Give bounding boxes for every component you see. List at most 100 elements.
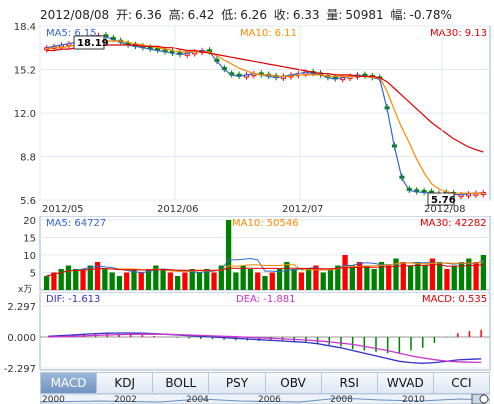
volume-value: 50981 bbox=[345, 8, 384, 22]
change-label: 幅: bbox=[390, 8, 407, 22]
volume-bar bbox=[407, 265, 414, 290]
price-moving-averages bbox=[46, 34, 484, 196]
tab-kdj[interactable]: KDJ bbox=[97, 373, 154, 393]
quote-info-line: 2012/08/08 开: 6.36 高: 6.42 低: 6.26 收: 6.33 量… bbox=[40, 6, 455, 23]
price-grid bbox=[40, 25, 490, 201]
price-ma10-label: MA10: 6.11 bbox=[240, 28, 297, 39]
volume-bar bbox=[342, 255, 348, 290]
volume-bar bbox=[153, 265, 159, 290]
price-max-marker: 18.19 bbox=[73, 35, 109, 50]
macd-panel[interactable]: 2.297 0.000 -2.297 DIF: -1.613 DEA: -1.881… bbox=[0, 292, 494, 372]
volume-bar bbox=[44, 276, 50, 290]
volume-bar bbox=[65, 265, 72, 290]
volume-bar bbox=[429, 258, 436, 290]
volume-bar bbox=[167, 272, 174, 290]
volume-bar bbox=[335, 265, 341, 290]
price-x-labels: 2012/05 2012/06 2012/07 2012/08 bbox=[39, 26, 466, 215]
volume-bar bbox=[204, 269, 210, 290]
volume-bar bbox=[73, 269, 79, 290]
quote-date: 2012/08/08 bbox=[40, 8, 110, 22]
low-label: 低: bbox=[221, 8, 238, 22]
volume-bar bbox=[422, 265, 428, 290]
volume-bar bbox=[116, 276, 123, 290]
price-x-tick-label: 2012/08 bbox=[424, 204, 466, 215]
price-y-ticks: 18.4 15.2 12.0 8.8 5.6 bbox=[14, 22, 36, 207]
volume-bar bbox=[458, 262, 465, 290]
volume-bar bbox=[189, 269, 195, 290]
volume-bar bbox=[415, 262, 421, 290]
volume-bar bbox=[386, 265, 392, 290]
volume-bar bbox=[255, 272, 261, 290]
price-max-box bbox=[73, 35, 105, 50]
volume-panel[interactable]: 20 15 10 5 MA5: 64727 MA10: 50546 MA30: 422… bbox=[0, 216, 494, 294]
navigator-year-label: 2008 bbox=[330, 395, 353, 404]
macd-y-tick-label: 0.000 bbox=[7, 333, 36, 344]
volume-grid bbox=[40, 219, 490, 273]
volume-bar bbox=[349, 265, 355, 290]
tab-wvad[interactable]: WVAD bbox=[378, 373, 434, 393]
macd-y-tick-label: -2.297 bbox=[4, 364, 36, 372]
navigator-year-label: 2006 bbox=[258, 395, 281, 404]
volume-bar bbox=[320, 272, 326, 290]
price-panel[interactable]: 18.415.212.08.85.6 MA5: 6.15 MA10: 6.11 … bbox=[0, 22, 494, 216]
navigator-year-label: 2004 bbox=[186, 395, 209, 404]
indicator-tabs: MACD KDJ BOLL PSY OBV RSI WVAD CCI bbox=[40, 372, 490, 394]
high-label: 高: bbox=[168, 8, 185, 22]
tab-psy[interactable]: PSY bbox=[209, 373, 266, 393]
volume-unit-label: x万 bbox=[18, 285, 32, 294]
volume-bar bbox=[284, 262, 290, 290]
price-ma30-line bbox=[46, 44, 484, 153]
price-y-tick-label: 8.8 bbox=[20, 153, 36, 164]
volume-bar bbox=[94, 262, 101, 290]
volume-bar bbox=[269, 272, 275, 290]
volume-bar bbox=[276, 269, 283, 290]
volume-bar bbox=[327, 269, 334, 290]
volume-bar bbox=[124, 272, 130, 290]
volume-y-ticks: 20 15 10 5 bbox=[23, 216, 36, 280]
price-y-tick-label: 5.6 bbox=[20, 196, 36, 207]
volume-bar bbox=[138, 272, 144, 290]
tab-cci[interactable]: CCI bbox=[451, 376, 472, 390]
tab-rsi[interactable]: RSI bbox=[322, 373, 378, 393]
tab-obv[interactable]: OBV bbox=[266, 373, 322, 393]
change-value: -0.78% bbox=[409, 8, 452, 22]
volume-bar bbox=[80, 269, 86, 290]
volume-bar bbox=[356, 262, 363, 290]
volume-bar bbox=[378, 262, 385, 290]
volume-ma5-label: MA5: 64727 bbox=[46, 218, 106, 229]
navigator-year-label: 2000 bbox=[42, 395, 65, 404]
volume-bar bbox=[87, 265, 93, 290]
price-min-label: 5.76 bbox=[431, 195, 456, 206]
volume-bar bbox=[364, 265, 370, 290]
price-ma5-label: MA5: 6.15 bbox=[46, 28, 97, 39]
volume-y-tick-label: 5 bbox=[30, 269, 36, 280]
volume-bar bbox=[466, 258, 472, 290]
volume-bar bbox=[175, 276, 181, 290]
navigator-year-labels: 2000 2002 2004 2006 2008 2010 bbox=[42, 395, 425, 404]
price-y-tick-label: 18.4 bbox=[14, 22, 36, 33]
timeline-navigator[interactable]: 2000 2002 2004 2006 2008 2010 bbox=[40, 394, 490, 404]
volume-bar bbox=[160, 269, 166, 290]
volume-y-tick-label: 15 bbox=[23, 234, 36, 245]
volume-bar bbox=[196, 272, 203, 290]
navigator-track bbox=[40, 394, 490, 404]
volume-ma10-line bbox=[46, 261, 484, 277]
tab-macd[interactable]: MACD bbox=[41, 373, 98, 393]
volume-bar bbox=[291, 269, 297, 290]
price-ma10-line bbox=[46, 40, 484, 194]
macd-dif-label: DIF: -1.613 bbox=[46, 294, 100, 305]
volume-bar bbox=[58, 269, 64, 290]
volume-bar bbox=[240, 265, 246, 290]
tab-boll[interactable]: BOLL bbox=[153, 373, 210, 393]
navigator-year-label: 2002 bbox=[114, 395, 137, 404]
price-min-box bbox=[427, 192, 455, 206]
volume-bar bbox=[131, 269, 137, 290]
volume-bar bbox=[444, 269, 450, 290]
volume-moving-averages bbox=[46, 257, 484, 277]
high-value: 6.42 bbox=[187, 8, 215, 22]
volume-bar bbox=[51, 272, 57, 290]
volume-bar bbox=[225, 220, 232, 290]
navigator-history-line bbox=[40, 397, 490, 403]
navigator-handle-icon[interactable] bbox=[479, 394, 489, 404]
macd-y-ticks: 2.297 0.000 -2.297 bbox=[4, 302, 36, 372]
